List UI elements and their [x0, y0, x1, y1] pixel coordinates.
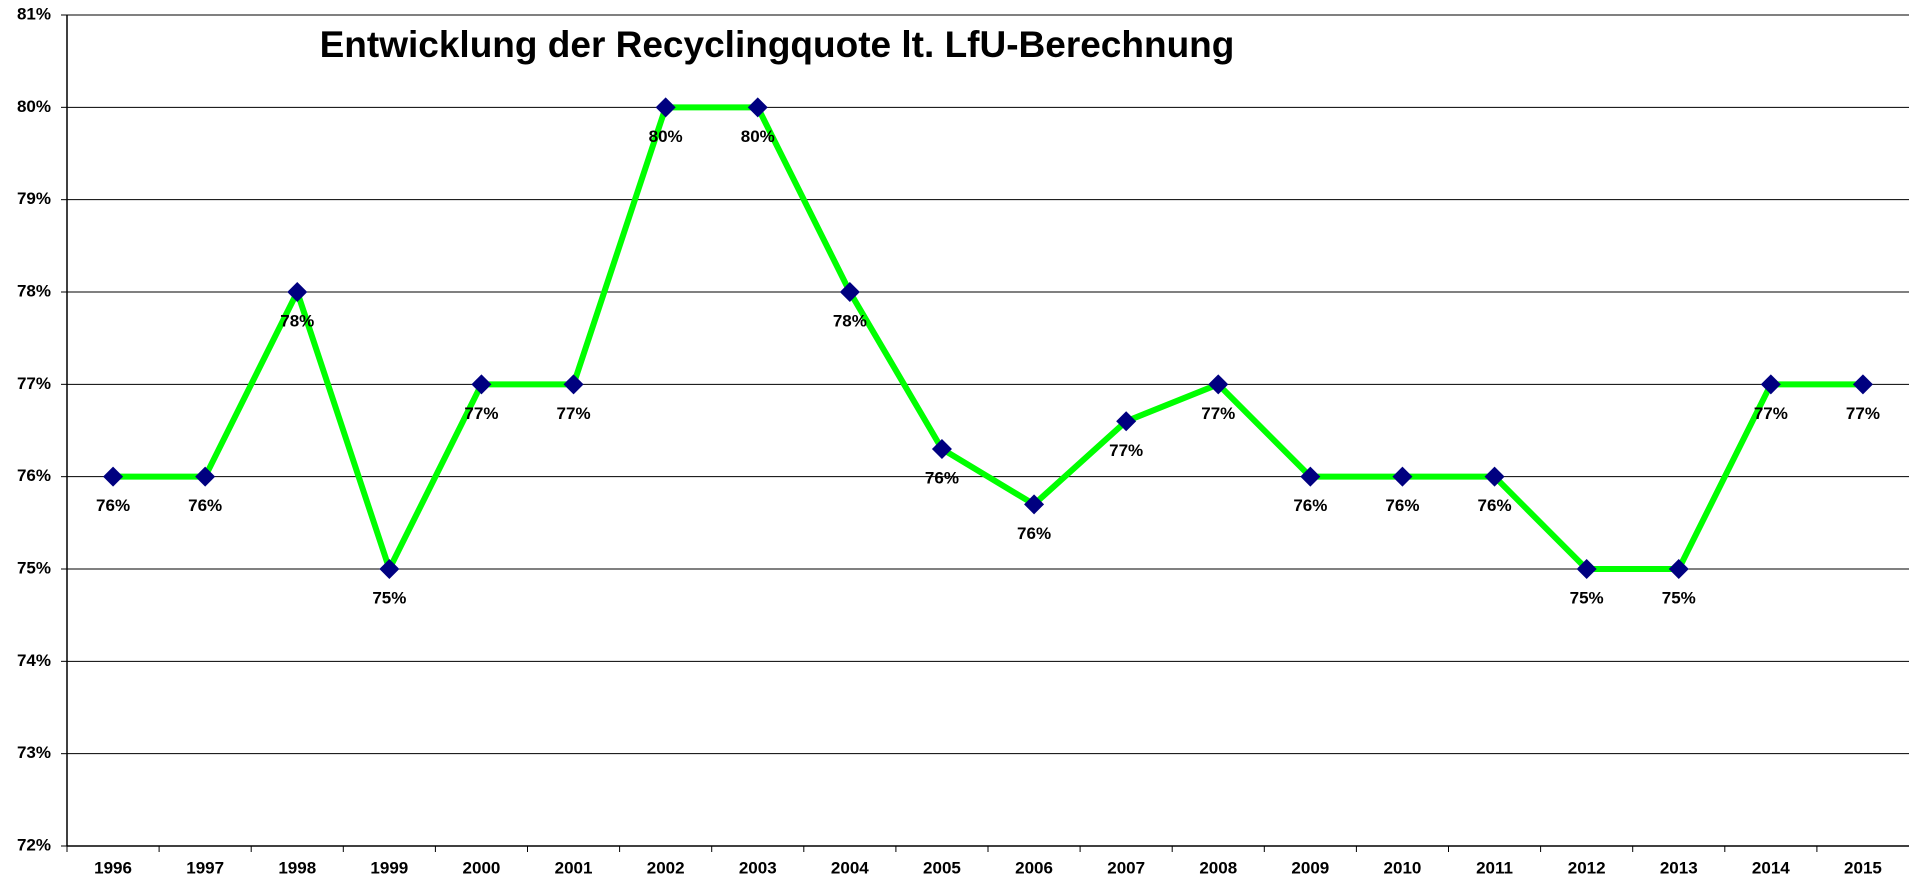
data-marker — [1484, 466, 1505, 487]
y-tick-label: 78% — [17, 281, 51, 300]
data-label: 78% — [280, 311, 314, 330]
x-tick-label: 1999 — [370, 858, 408, 877]
x-tick-label: 2001 — [555, 858, 593, 877]
chart-title: Entwicklung der Recyclingquote lt. LfU-B… — [320, 24, 1235, 65]
y-tick-label: 73% — [17, 743, 51, 762]
x-tick-label: 2015 — [1844, 858, 1882, 877]
data-marker — [287, 282, 308, 302]
x-tick-label: 1997 — [186, 858, 224, 877]
x-tick-label: 2006 — [1015, 858, 1053, 877]
x-tick-label: 2013 — [1660, 858, 1698, 877]
data-label: 77% — [1754, 404, 1788, 423]
data-marker — [195, 466, 216, 487]
data-label: 76% — [96, 496, 130, 515]
x-tick-label: 2003 — [739, 858, 777, 877]
x-tick-label: 2002 — [647, 858, 685, 877]
data-marker — [1300, 466, 1321, 487]
data-marker — [1576, 559, 1597, 579]
x-tick-label: 2011 — [1476, 858, 1513, 877]
data-marker — [1852, 374, 1873, 395]
data-marker — [1024, 494, 1045, 515]
y-tick-label: 79% — [17, 189, 51, 208]
data-label: 76% — [188, 496, 222, 515]
data-marker — [1208, 374, 1229, 395]
data-marker — [839, 282, 860, 302]
data-marker — [747, 97, 768, 118]
data-label: 76% — [1293, 496, 1327, 515]
data-label: 76% — [1017, 524, 1051, 543]
data-marker — [563, 374, 584, 395]
x-tick-label: 2000 — [463, 858, 501, 877]
data-label: 76% — [1478, 496, 1512, 515]
y-tick-label: 72% — [17, 835, 51, 854]
data-label: 77% — [1109, 441, 1143, 460]
data-marker — [931, 438, 952, 459]
data-marker — [1116, 411, 1137, 432]
data-marker — [1668, 559, 1689, 579]
data-marker — [103, 466, 124, 487]
x-tick-label: 2014 — [1752, 858, 1790, 877]
y-tick-label: 80% — [17, 97, 51, 116]
data-label: 77% — [1846, 404, 1880, 423]
data-marker — [379, 559, 400, 579]
data-label: 77% — [557, 404, 591, 423]
x-tick-label: 2004 — [831, 858, 869, 877]
y-tick-label: 75% — [17, 558, 51, 577]
x-tick-label: 2009 — [1291, 858, 1329, 877]
data-label: 80% — [649, 127, 683, 146]
data-marker — [1760, 374, 1781, 395]
data-label: 78% — [833, 311, 867, 330]
data-label: 75% — [1570, 588, 1604, 607]
x-tick-label: 2008 — [1199, 858, 1237, 877]
data-label: 76% — [925, 468, 959, 487]
y-tick-label: 81% — [17, 4, 51, 23]
x-tick-label: 2012 — [1568, 858, 1606, 877]
data-marker — [471, 374, 492, 395]
data-label: 75% — [372, 588, 406, 607]
data-label: 80% — [741, 127, 775, 146]
y-tick-label: 74% — [17, 651, 51, 670]
data-line — [113, 104, 1863, 572]
data-label: 77% — [464, 404, 498, 423]
data-label: 76% — [1385, 496, 1419, 515]
x-tick-label: 1996 — [94, 858, 132, 877]
data-marker — [1392, 466, 1413, 487]
y-tick-label: 76% — [17, 466, 51, 485]
data-label: 77% — [1201, 404, 1235, 423]
data-marker — [655, 97, 676, 118]
x-tick-label: 2010 — [1384, 858, 1422, 877]
data-label: 75% — [1662, 588, 1696, 607]
y-tick-label: 77% — [17, 374, 51, 393]
x-tick-label: 2005 — [923, 858, 961, 877]
x-tick-label: 2007 — [1107, 858, 1145, 877]
x-tick-label: 1998 — [278, 858, 316, 877]
